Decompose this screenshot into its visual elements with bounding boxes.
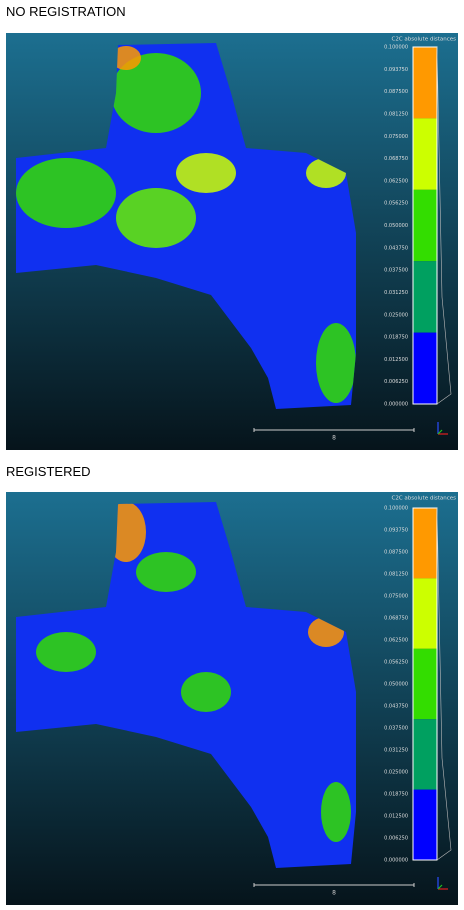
scale-title: C2C absolute distances [392,37,457,43]
scale-label: 0.100000 [384,506,408,512]
cloud-patch [16,158,116,228]
scale-label: 0.081250 [384,111,408,117]
axis-y [437,884,443,890]
scale-histogram [436,46,452,405]
scale-label: 0.068750 [384,156,408,162]
scale-band [413,47,437,119]
scale-label: 0.087500 [384,89,408,95]
scale-label: 0.025000 [384,770,408,776]
scale-label: 0.018750 [384,792,408,798]
scale-label: 0.012500 [384,357,408,363]
scale-label: 0.093750 [384,67,408,73]
scale-frame [412,507,438,861]
scale-band [413,578,437,649]
scale-label: 0.081250 [384,572,408,578]
cloud-patch [181,672,231,712]
scale-label: 0.068750 [384,616,408,622]
scale-label: 0.031250 [384,290,408,296]
cloud-view: C2C absolute distances 0.100000 0.093750 0.… [6,492,458,905]
scale-label: 0.006250 [384,379,408,385]
axis-y [437,429,443,435]
scale-band [413,789,437,860]
cloud-patch [136,552,196,592]
scale-label: 0.075000 [384,594,408,600]
scale-label: 0.006250 [384,836,408,842]
scale-title: C2C absolute distances [392,496,457,502]
cloud-patch [111,46,141,70]
scale-band [413,648,437,720]
scale-label: 0.093750 [384,528,408,534]
cloud-patch [36,632,96,672]
scale-band [413,332,437,404]
panel-heading: NO REGISTRATION [6,4,126,19]
scale-label: 0.087500 [384,550,408,556]
scale-label: 0.031250 [384,748,408,754]
scale-frame [412,46,438,405]
scale-label: 0.075000 [384,134,408,140]
scale-label: 0.000000 [384,402,408,408]
scale-label: 0.025000 [384,312,408,318]
scale-label: 0.062500 [384,638,408,644]
cloud-patch [321,782,351,842]
scale-label: 0.043750 [384,704,408,710]
scale-histogram [436,507,452,861]
panel-heading: REGISTERED [6,464,91,479]
cloud-patch [176,153,236,193]
scale-label: 0.050000 [384,682,408,688]
scale-band [413,719,437,790]
scale-band [413,261,437,333]
scale-label: 0.043750 [384,245,408,251]
scale-bar-label: 8 [332,890,336,897]
scale-label: 0.050000 [384,223,408,229]
scale-label: 0.012500 [384,814,408,820]
scale-bar-label: 8 [332,435,336,442]
scale-band [413,189,437,262]
scale-label: 0.018750 [384,335,408,341]
scale-label: 0.062500 [384,178,408,184]
scale-band [413,118,437,190]
scale-label: 0.000000 [384,858,408,864]
cloud-patches [16,46,356,409]
scale-label: 0.037500 [384,726,408,732]
scale-band [413,508,437,579]
cloud-patch [316,323,356,403]
scale-label: 0.100000 [384,45,408,51]
cloud-patch [111,53,201,133]
scale-label: 0.037500 [384,268,408,274]
scale-label: 0.056250 [384,201,408,207]
scale-label: 0.056250 [384,660,408,666]
cloud-view: C2C absolute distances 0.100000 0.093750 0.… [6,33,458,450]
cloud-patch [116,188,196,248]
